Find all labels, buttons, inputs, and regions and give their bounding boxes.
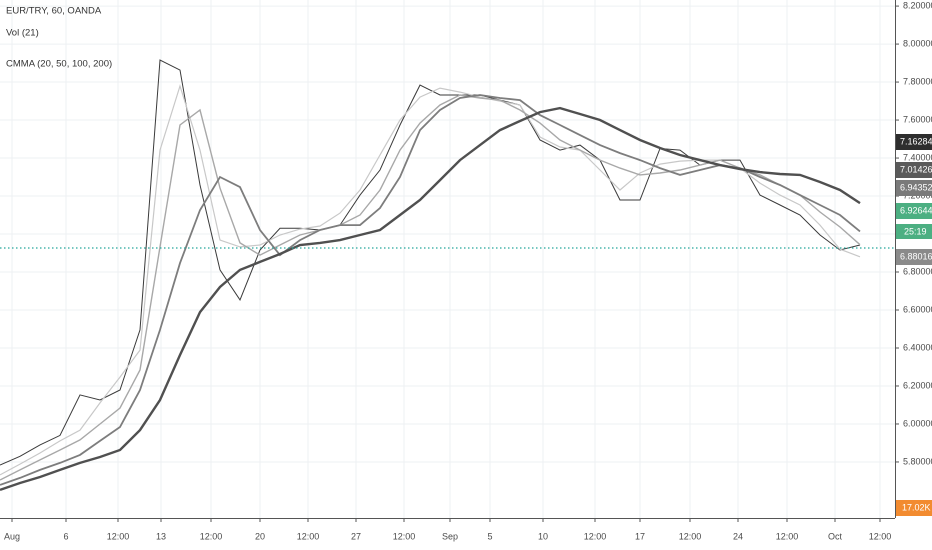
x-tick-label: 5 bbox=[487, 531, 492, 541]
x-tick-label: 12:00 bbox=[200, 531, 223, 541]
series-line bbox=[0, 94, 861, 486]
x-tick-label: Aug bbox=[4, 531, 20, 541]
x-tick-label: 10 bbox=[538, 531, 548, 541]
x-tick-label: 13 bbox=[156, 531, 166, 541]
x-tick-label: Oct bbox=[828, 531, 843, 541]
price-label-box bbox=[896, 249, 932, 265]
axes: 5.80000 6.00000 6.20000 6.40000 6.60000 6.800… bbox=[4, 0, 932, 541]
x-tick-label: 12:00 bbox=[297, 531, 320, 541]
countdown-box bbox=[896, 224, 932, 239]
price-label: 7.01426 bbox=[900, 164, 932, 174]
y-tick-label: 7.40000 bbox=[903, 152, 932, 162]
x-tick-label: 24 bbox=[733, 531, 743, 541]
chart-title: EUR/TRY, 60, OANDA bbox=[6, 6, 102, 17]
y-tick-label: 6.80000 bbox=[903, 266, 932, 276]
series-line bbox=[0, 106, 861, 492]
x-tick-label: 12:00 bbox=[869, 531, 892, 541]
price-label-box bbox=[896, 203, 932, 219]
y-tick-label: 6.20000 bbox=[903, 380, 932, 390]
y-tick-label: 8.00000 bbox=[903, 38, 932, 48]
grid bbox=[0, 0, 895, 518]
series-line bbox=[0, 94, 861, 481]
price-label: 6.94352 bbox=[900, 182, 932, 192]
x-tick-label: 12:00 bbox=[393, 531, 416, 541]
x-tick-label: 12:00 bbox=[107, 531, 130, 541]
indicator-label: Vol (21) bbox=[6, 28, 39, 39]
volume-label-box bbox=[896, 500, 932, 516]
price-label: 7.16284 bbox=[900, 136, 932, 146]
x-tick-label: 12:00 bbox=[776, 531, 799, 541]
x-tick-label: Sep bbox=[442, 531, 458, 541]
y-tick-label: 7.80000 bbox=[903, 76, 932, 86]
volume-label: 17.02K bbox=[902, 502, 931, 512]
series-line bbox=[0, 83, 861, 476]
y-tick-label: 6.00000 bbox=[903, 418, 932, 428]
price-label-box bbox=[896, 180, 932, 196]
y-tick-label: 5.80000 bbox=[903, 456, 932, 466]
price-label: 6.92644 bbox=[900, 205, 932, 215]
x-tick-label: 12:00 bbox=[584, 531, 607, 541]
price-label-box bbox=[896, 162, 932, 178]
price-label: 6.88016 bbox=[900, 251, 932, 261]
x-tick-label: 12:00 bbox=[679, 531, 702, 541]
countdown: 25:19 bbox=[904, 226, 927, 236]
y-tick-label: 7.60000 bbox=[903, 114, 932, 124]
x-tick-label: 27 bbox=[351, 531, 361, 541]
y-tick-label: 8.20000 bbox=[903, 0, 932, 10]
plot bbox=[0, 59, 895, 492]
x-tick-label: 6 bbox=[63, 531, 68, 541]
y-tick-label: 6.60000 bbox=[903, 304, 932, 314]
y-tick-label: 6.40000 bbox=[903, 342, 932, 352]
x-tick-label: 20 bbox=[255, 531, 265, 541]
x-tick-label: 17 bbox=[635, 531, 645, 541]
indicator-label: CMMA (20, 50, 100, 200) bbox=[6, 59, 112, 70]
price-label-box bbox=[896, 134, 932, 150]
